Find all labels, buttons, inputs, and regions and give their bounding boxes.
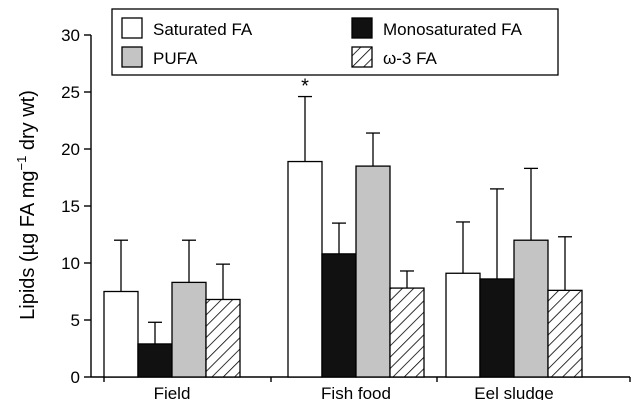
bar	[547, 289, 583, 378]
bar	[513, 239, 549, 378]
y-tick-label: 20	[61, 140, 80, 159]
bar	[389, 287, 425, 378]
bar	[171, 281, 207, 378]
bar	[321, 253, 357, 378]
y-tick-label: 10	[61, 254, 80, 273]
legend-label: Monosaturated FA	[383, 20, 523, 39]
legend-swatch	[121, 46, 143, 68]
axes: 0 5 10 15 20 25 30 Field Fish food Eel sludge	[61, 26, 631, 400]
bar	[287, 160, 323, 378]
legend-label: ω-3 FA	[383, 49, 438, 68]
y-tick-label: 15	[61, 197, 80, 216]
bar	[479, 278, 515, 378]
legend-swatch	[121, 17, 143, 39]
legend-swatch	[351, 46, 373, 68]
significance-asterisk: *	[301, 76, 309, 98]
x-tick-label: Fish food	[321, 384, 391, 400]
bar	[355, 165, 391, 378]
legend: Saturated FA Monosaturated FA PUFA ω-3 FA	[111, 8, 559, 76]
bars	[103, 160, 583, 378]
y-tick-label: 5	[71, 311, 80, 330]
legend-swatch	[351, 17, 373, 39]
y-tick-label: 25	[61, 83, 80, 102]
x-tick-label: Eel sludge	[474, 384, 553, 400]
y-tick-label: 0	[71, 368, 80, 387]
legend-label: PUFA	[153, 49, 198, 68]
bar	[445, 272, 481, 378]
y-axis-label: Lipids (µg FA mg−1 dry wt)	[14, 90, 39, 320]
annotations: *	[301, 76, 309, 98]
error-bars	[114, 95, 572, 344]
bar	[205, 298, 241, 378]
legend-label: Saturated FA	[153, 20, 253, 39]
bar	[103, 290, 139, 378]
x-tick-label: Field	[154, 384, 191, 400]
bar	[137, 343, 173, 378]
y-tick-label: 30	[61, 26, 80, 45]
legend-box	[111, 8, 559, 76]
